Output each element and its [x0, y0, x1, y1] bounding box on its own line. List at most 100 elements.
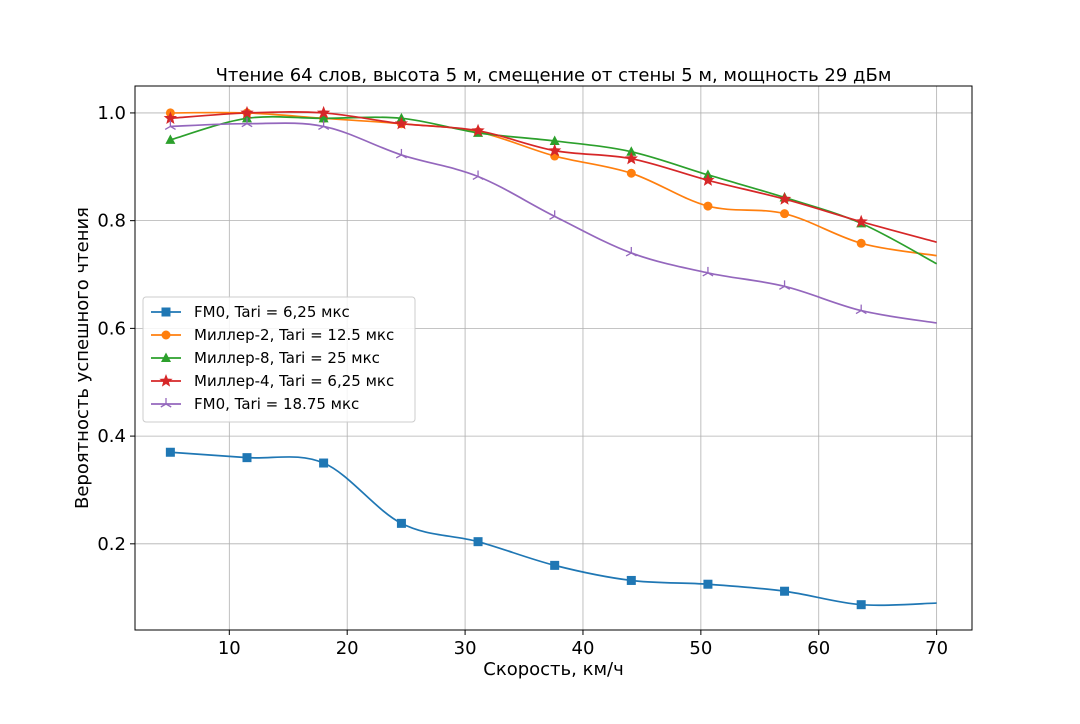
data-point-stroke: [860, 310, 867, 315]
y-tick-label: 0.8: [97, 211, 126, 232]
data-point: [165, 134, 176, 144]
data-point-stroke: [401, 154, 407, 159]
data-point-stroke: [707, 272, 714, 277]
data-point: [626, 146, 637, 156]
series-3: [163, 105, 937, 244]
data-point: [856, 238, 866, 248]
data-point-stroke: [779, 285, 785, 290]
data-point: [548, 143, 562, 157]
legend-label: Миллер-4, Tari = 6,25 мкс: [194, 372, 394, 390]
data-point: [701, 173, 715, 186]
data-point-stroke: [855, 310, 862, 315]
data-point-stroke: [318, 125, 324, 130]
data-point: [164, 120, 176, 130]
data-point: [316, 105, 331, 119]
legend-item: Миллер-4, Tari = 6,25 мкс: [151, 372, 394, 390]
plot-frame: [134, 85, 973, 631]
data-point: [779, 280, 791, 290]
x-tick-label: 50: [689, 638, 712, 659]
legend-item: Миллер-2, Tari = 12.5 мкс: [151, 326, 394, 344]
data-point: [702, 266, 714, 277]
data-point: [240, 105, 254, 119]
data-point: [163, 111, 178, 124]
data-point: [855, 304, 867, 315]
data-point-stroke: [477, 175, 484, 181]
legend-label: FM0, Tari = 18.75 мкс: [194, 395, 359, 413]
y-tick-label: 1.0: [97, 103, 126, 124]
data-point: [549, 135, 560, 145]
data-point: [856, 600, 866, 610]
data-point: [471, 123, 485, 137]
x-tick-label: 40: [572, 638, 595, 659]
y-tick-label: 0.2: [97, 534, 126, 555]
data-point-stroke: [625, 252, 632, 257]
data-point-stroke: [549, 215, 556, 220]
data-point: [318, 112, 329, 123]
legend-marker-stroke: [165, 403, 172, 408]
data-point: [396, 518, 406, 528]
data-point: [780, 586, 790, 596]
data-point: [854, 214, 868, 228]
data-point: [319, 458, 329, 468]
data-point-stroke: [241, 123, 248, 128]
data-point-stroke: [554, 215, 561, 220]
y-tick-label: 0.4: [97, 426, 126, 447]
legend-label: FM0, Tari = 6,25 мкс: [194, 303, 350, 321]
x-tick-label: 60: [807, 638, 830, 659]
data-point: [625, 246, 637, 257]
data-point: [626, 575, 636, 585]
legend-item: Миллер-8, Tari = 25 мкс: [151, 349, 380, 367]
data-point-stroke: [702, 272, 709, 277]
data-point: [318, 120, 330, 130]
legend-label: Миллер-2, Tari = 12.5 мкс: [194, 326, 394, 344]
legend: FM0, Tari = 6,25 мкс Миллер-2, Tari = 12.…: [142, 296, 416, 423]
series-0: [165, 447, 937, 610]
x-tick-label: 10: [218, 638, 241, 659]
data-point-stroke: [395, 154, 402, 159]
x-tick-label: 20: [336, 638, 359, 659]
chart-title: Чтение 64 слов, высота 5 м, смещение от …: [216, 65, 892, 86]
data-point: [241, 117, 253, 128]
data-point: [703, 579, 713, 589]
legend-label: Миллер-8, Tari = 25 мкс: [194, 349, 380, 367]
y-tick-label: 0.6: [97, 318, 126, 339]
data-point: [165, 447, 175, 457]
data-point: [777, 192, 792, 205]
legend-marker: [161, 330, 171, 340]
legend-marker: [160, 398, 172, 408]
x-tick-label: 30: [454, 638, 477, 659]
data-point-stroke: [323, 125, 330, 130]
data-point: [550, 560, 560, 570]
data-point-stroke: [170, 125, 176, 130]
ticks: 10 20 30 40 50 60 70 0.2 0.4 0.6 0.8 1.0: [97, 103, 948, 659]
series-layer: [163, 105, 938, 610]
data-point: [242, 453, 252, 463]
y-axis-label: Вероятность успешного чтения: [72, 207, 93, 509]
data-point-stroke: [472, 175, 479, 181]
data-point: [549, 210, 561, 220]
legend-marker: [161, 307, 171, 317]
data-point-stroke: [246, 123, 253, 128]
legend-marker-stroke: [160, 403, 167, 408]
series-4: [164, 117, 937, 324]
data-point: [394, 116, 409, 130]
data-point: [624, 151, 638, 165]
data-point: [626, 168, 636, 178]
legend-item: FM0, Tari = 6,25 мкс: [151, 303, 350, 321]
data-point-stroke: [630, 252, 637, 257]
data-point: [472, 170, 484, 181]
data-point-stroke: [784, 285, 791, 290]
data-point: [473, 537, 483, 547]
data-point: [241, 112, 252, 123]
x-axis-label: Скорость, км/ч: [483, 659, 623, 680]
data-point: [780, 209, 790, 219]
legend-item: FM0, Tari = 18.75 мкс: [151, 395, 359, 413]
data-point: [703, 201, 713, 211]
legend-marker: [161, 352, 171, 362]
legend-box: [142, 296, 416, 423]
data-point-stroke: [164, 125, 171, 130]
data-point: [395, 148, 407, 159]
x-tick-label: 70: [925, 638, 948, 659]
